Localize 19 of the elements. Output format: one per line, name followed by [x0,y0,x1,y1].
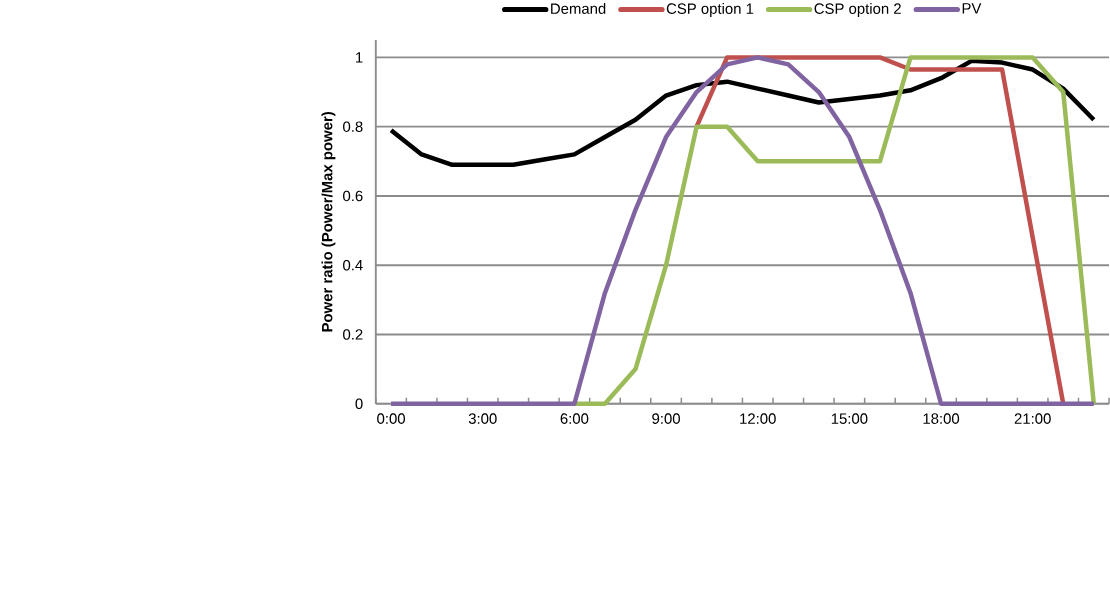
y-tick-label: 0.2 [343,329,363,340]
y-tick-label: 0.6 [343,190,363,202]
x-tick-label: 6:00 [560,413,589,424]
y-tick-label: 0 [355,398,363,410]
legend-label: CSP option 1 [666,2,754,17]
x-tick-label: 3:00 [468,413,497,424]
legend-label: CSP option 2 [814,2,901,17]
legend-label: PV [962,3,982,14]
x-tick-label: 0:00 [377,413,405,424]
y-axis-title: Power ratio (Power/Max power) [321,112,336,332]
x-tick-label: 12:00 [740,413,776,424]
x-tick-label: 9:00 [652,413,680,424]
x-tick-label: 15:00 [831,413,868,424]
y-tick-label: 0.4 [343,259,363,271]
y-tick-label: 0.8 [343,121,363,132]
legend-label: Demand [551,2,606,14]
y-tick-label: 1 [356,52,363,63]
x-tick-label: 18:00 [923,413,960,424]
x-tick-label: 21:00 [1014,413,1051,424]
